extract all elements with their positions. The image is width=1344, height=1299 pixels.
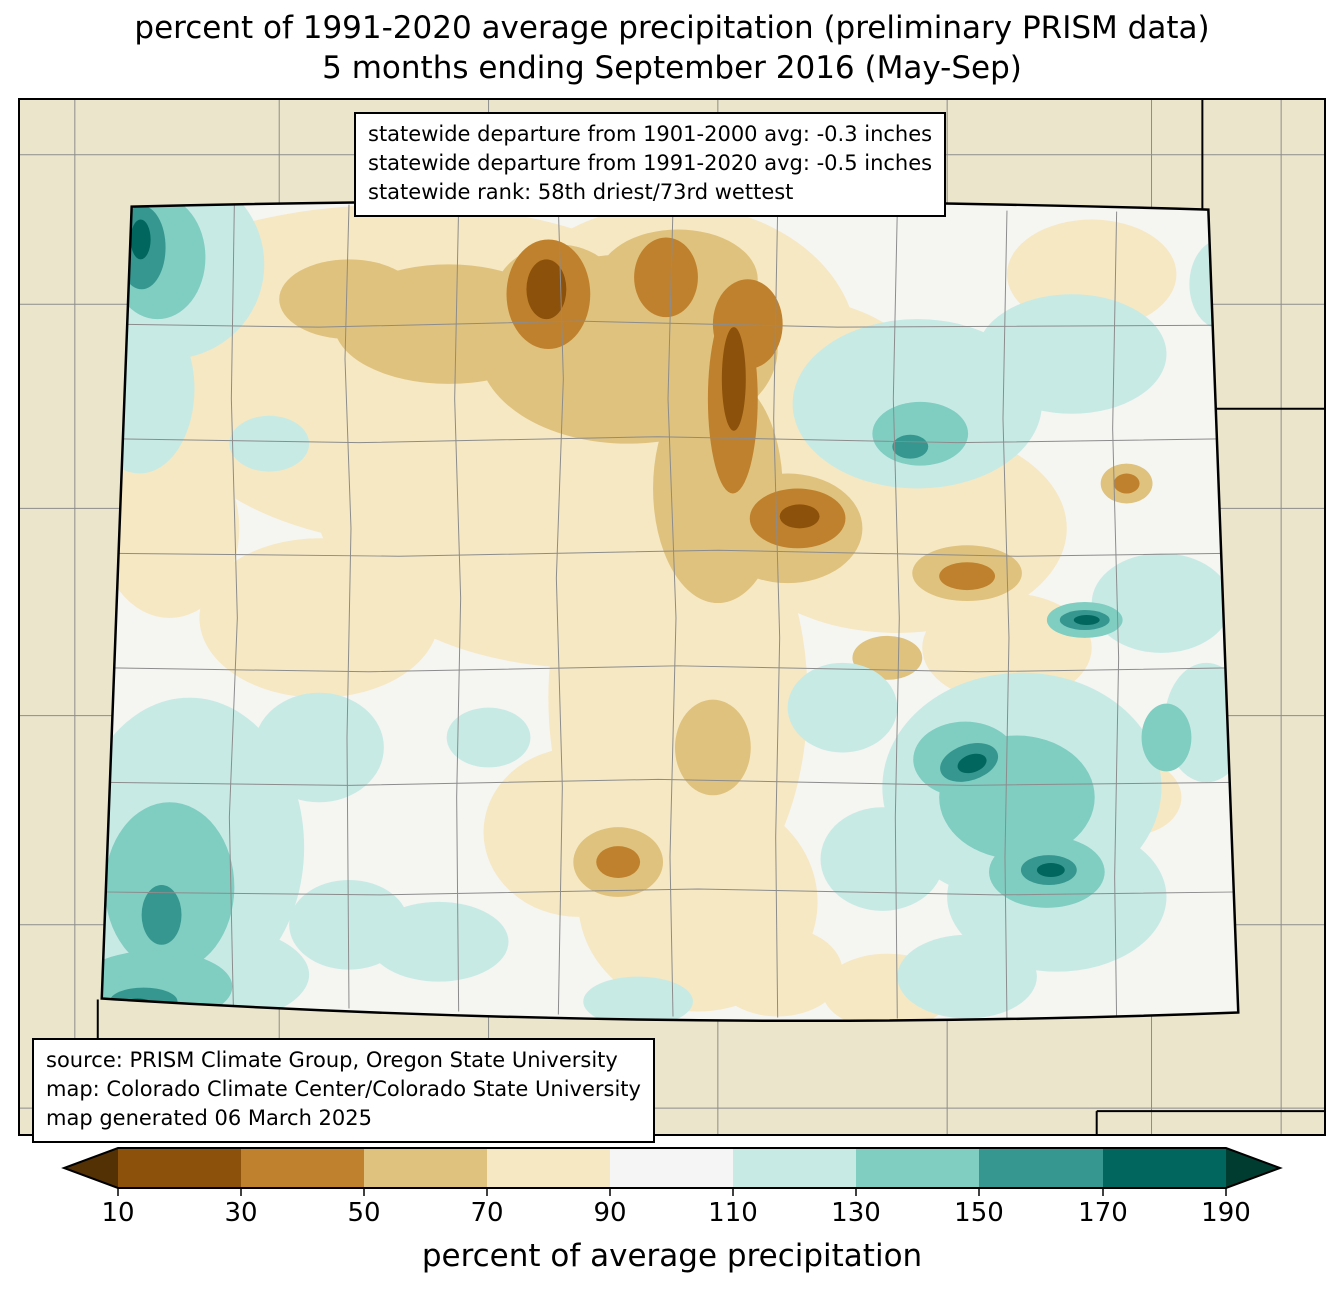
blob (852, 635, 923, 680)
colorbar (61, 1147, 1283, 1196)
county-lines (102, 204, 1239, 1021)
blob (583, 976, 693, 1021)
blob (130, 219, 151, 260)
blob (897, 934, 1037, 1019)
colorbar-tick-label: 70 (470, 1198, 504, 1228)
blob (1091, 553, 1232, 653)
colorbar-tick-label: 190 (1201, 1198, 1251, 1228)
contours-dark-brown (526, 259, 820, 529)
colorbar-tick-label: 10 (101, 1198, 135, 1228)
colorbar-segment (733, 1148, 857, 1188)
source-line-1: source: PRISM Climate Group, Oregon Stat… (46, 1048, 618, 1072)
blob (820, 807, 945, 911)
blob (712, 926, 843, 1017)
blob (101, 438, 240, 618)
blob (977, 294, 1167, 414)
blob (892, 434, 929, 459)
colorbar-tick-label: 110 (708, 1198, 758, 1228)
colorbar-tick-label: 170 (1078, 1198, 1128, 1228)
colorbar-tick-label: 30 (224, 1198, 258, 1228)
blob (1073, 615, 1100, 625)
source-box: source: PRISM Climate Group, Oregon Stat… (32, 1038, 655, 1143)
blob (199, 538, 439, 698)
blob (674, 699, 751, 796)
colorbar-segment (1103, 1148, 1226, 1188)
colorbar-right-arrow (1226, 1148, 1280, 1188)
blob (279, 259, 419, 340)
blob (779, 504, 820, 529)
colorbar-segment (487, 1148, 611, 1188)
blob (957, 753, 987, 774)
colorbar-segment (979, 1148, 1103, 1188)
source-line-3: map generated 06 March 2025 (46, 1105, 373, 1130)
colorbar-axis-label: percent of average precipitation (421, 1238, 923, 1274)
blob (634, 237, 698, 318)
blob (526, 259, 567, 320)
map-frame: statewide departure from 1901-2000 avg: … (18, 98, 1326, 1143)
colorbar-left-arrow (64, 1148, 118, 1188)
blob (1141, 703, 1192, 772)
source-line-2: map: Colorado Climate Center/Colorado St… (46, 1076, 641, 1101)
blob (1113, 473, 1140, 494)
colorbar-tick-label: 150 (954, 1198, 1004, 1228)
colorbar-segment (241, 1148, 365, 1188)
contour-layers (101, 200, 1239, 1021)
blob (787, 662, 898, 753)
stats-line-2: statewide departure from 1991-2020 avg: … (368, 150, 933, 175)
county-lines-horizontal (102, 320, 1239, 896)
map-title-line1: percent of 1991-2020 average precipitati… (134, 10, 1210, 46)
colorbar-segment (364, 1148, 488, 1188)
stats-line-3: statewide rank: 58th driest/73rd wettest (368, 179, 794, 204)
county-lines-vertical (228, 204, 1120, 1021)
blob (229, 415, 310, 472)
blob (104, 802, 235, 972)
colorbar-tick-label: 130 (831, 1198, 881, 1228)
blob (1036, 863, 1065, 877)
colorbar-tick-label: 50 (347, 1198, 381, 1228)
colorbar-segment (118, 1148, 242, 1188)
colorbar-tick-label: 90 (593, 1198, 627, 1228)
stats-line-1: statewide departure from 1901-2000 avg: … (368, 122, 933, 146)
blob (254, 692, 384, 803)
neighbor-border-lines (96, 100, 1324, 1134)
blob (721, 327, 746, 431)
colorado-precipitation-map (20, 100, 1324, 1134)
blob (596, 846, 641, 878)
blob (368, 901, 509, 982)
blob (446, 707, 531, 768)
colorbar-segment (610, 1148, 734, 1188)
stats-box: statewide departure from 1901-2000 avg: … (354, 112, 947, 217)
blob (939, 562, 996, 591)
neighbor-state-borders (96, 100, 1324, 1134)
colorbar-ticks (117, 1188, 1227, 1196)
blob (141, 884, 182, 945)
map-title-line2: 5 months ending September 2016 (May-Sep) (322, 50, 1022, 86)
colorbar-segment (856, 1148, 980, 1188)
